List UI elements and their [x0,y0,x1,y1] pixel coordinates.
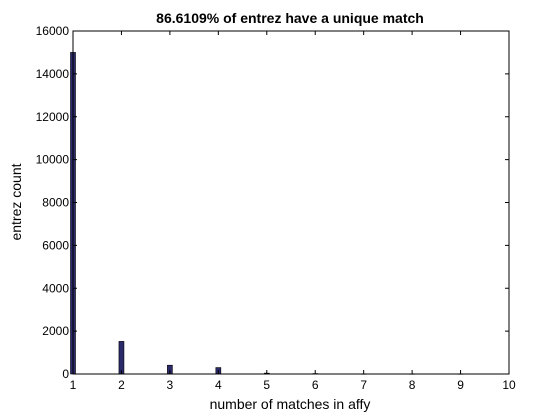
y-axis-ticks: 0 2000 4000 6000 8000 10000 12000 14000 16000 [36,24,509,381]
x-tick-label-9: 9 [457,378,464,392]
y-tick-label-4000: 4000 [42,281,69,295]
y-tick-label-10000: 10000 [36,153,70,167]
y-axis-label: entrez count [8,163,24,240]
bars-group [70,52,464,375]
y-tick-label-2000: 2000 [42,324,69,338]
x-tick-label-3: 3 [167,378,174,392]
x-tick-label-4: 4 [215,378,222,392]
x-axis-ticks: 1 2 3 4 5 6 7 8 9 10 [70,31,516,392]
x-tick-label-7: 7 [360,378,367,392]
chart-title: 86.6109% of entrez have a unique match [156,10,424,26]
y-tick-label-6000: 6000 [42,238,69,252]
axes-box [72,30,510,375]
y-tick-label-0: 0 [62,367,69,381]
x-axis-label: number of matches in affy [210,396,371,412]
x-tick-label-8: 8 [409,378,416,392]
x-tick-label-6: 6 [312,378,319,392]
x-tick-label-5: 5 [263,378,270,392]
y-tick-label-16000: 16000 [36,24,70,38]
x-tick-label-2: 2 [118,378,125,392]
x-tick-label-10: 10 [502,378,516,392]
y-tick-label-12000: 12000 [36,110,70,124]
y-tick-label-8000: 8000 [42,196,69,210]
y-tick-label-14000: 14000 [36,67,70,81]
bar-2 [118,341,125,375]
x-tick-label-1: 1 [70,378,77,392]
